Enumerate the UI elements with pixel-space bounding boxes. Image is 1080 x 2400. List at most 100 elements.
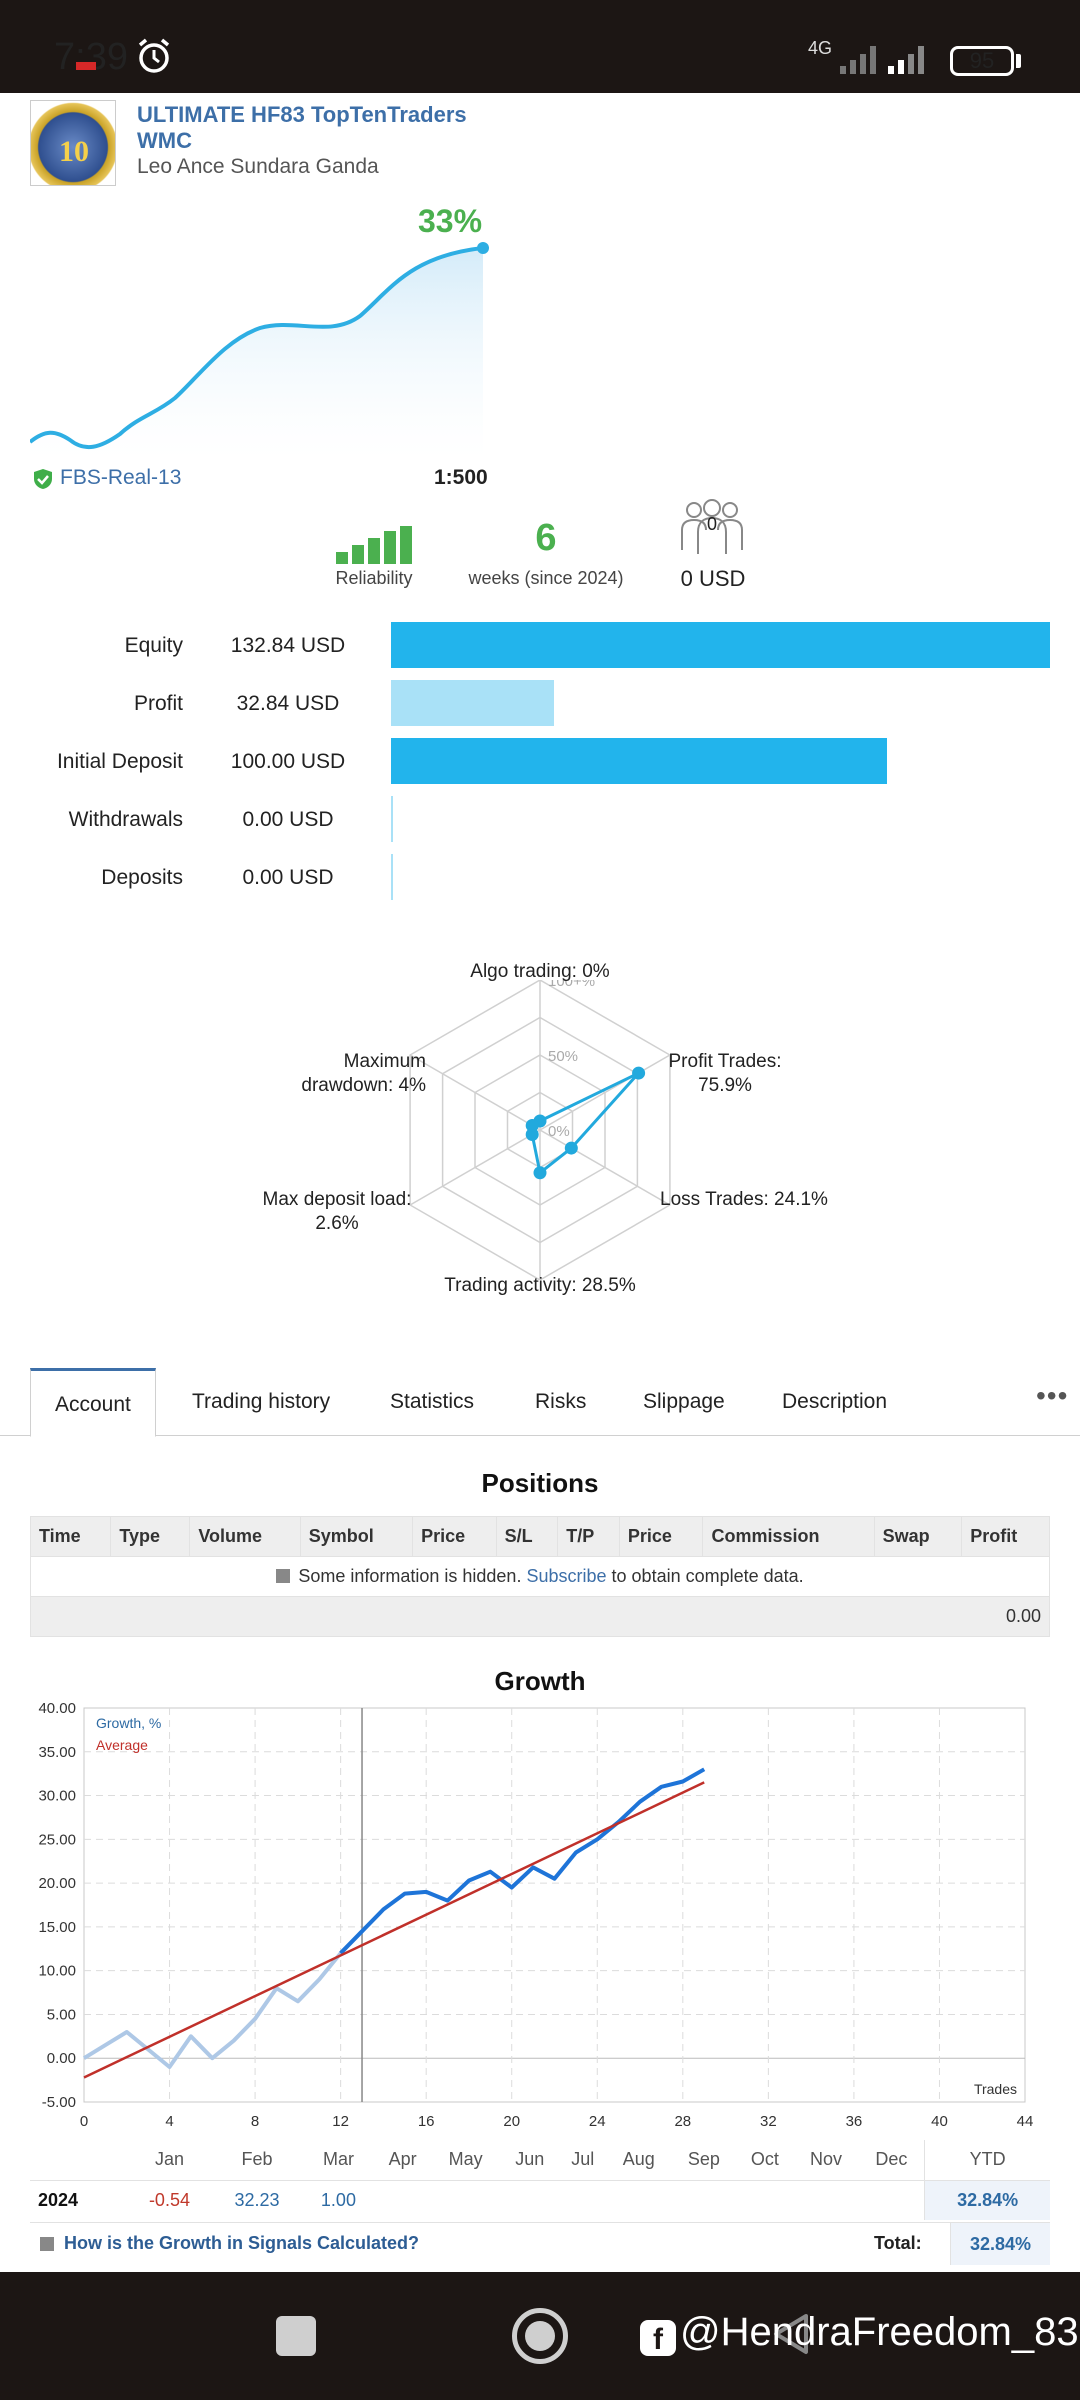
radar-label-activity: Trading activity: 28.5% — [444, 1275, 636, 1296]
col-price: Price — [412, 1516, 497, 1557]
more-tabs-icon[interactable]: ••• — [1036, 1380, 1069, 1411]
monthly-header-row: Jan Feb Mar Apr May Jun Jul Aug Sep Oct Nov Dec YTD — [30, 2140, 1050, 2181]
month-value — [374, 2180, 431, 2220]
col-volume: Volume — [189, 1516, 301, 1557]
average-series-line — [83, 1781, 705, 2079]
leverage: 1:500 — [434, 466, 488, 489]
tab-account[interactable]: Account — [30, 1368, 156, 1437]
balance-value: 100.00 USD — [230, 750, 346, 773]
x-axis-caption: Trades — [974, 2081, 1017, 2097]
balance-bar — [391, 738, 887, 784]
hidden-info-message: Some information is hidden. Subscribe to… — [30, 1556, 1050, 1597]
verified-shield-icon — [34, 469, 52, 489]
radar-label-loss-trades: Loss Trades: 24.1% — [660, 1189, 828, 1210]
radar-label-drawdown-title: Maximum — [343, 1051, 426, 1072]
tab-risks[interactable]: Risks — [535, 1390, 587, 1413]
month-header: Nov — [793, 2140, 859, 2181]
x-tick-label: 40 — [931, 2113, 948, 2130]
balance-label: Initial Deposit — [56, 750, 183, 773]
y-tick-label: 15.00 — [38, 1919, 76, 1936]
radar-value-point — [525, 1119, 539, 1132]
balance-row: Profit 32.84 USD — [0, 680, 1080, 728]
total-label: Total: — [874, 2233, 922, 2253]
positions-title: Positions — [481, 1468, 599, 1498]
growth-calc-link[interactable]: How is the Growth in Signals Calculated? — [64, 2233, 420, 2253]
tab-trading-history[interactable]: Trading history — [192, 1390, 331, 1413]
x-tick-label: 16 — [418, 2113, 435, 2130]
month-value — [606, 2180, 671, 2220]
signal-strength-icon — [840, 46, 876, 74]
month-value: 32.23 — [234, 2189, 280, 2210]
positions-header-row: Time Type Volume Symbol Price S/L T/P Pr… — [29, 1516, 1050, 1557]
balance-row: Equity 132.84 USD — [0, 622, 1080, 670]
growth-series-line — [339, 1767, 706, 1955]
balance-value: 132.84 USD — [230, 634, 346, 657]
reliability-bars-icon — [336, 526, 412, 564]
month-header: Jan — [127, 2140, 212, 2181]
col-sl: S/L — [495, 1516, 559, 1557]
y-tick-label: 0.00 — [47, 2050, 76, 2067]
signal-title[interactable]: ULTIMATE HF83 TopTenTraders WMC — [137, 102, 557, 154]
month-value — [431, 2180, 500, 2220]
balance-value: 0.00 USD — [242, 808, 334, 831]
signal-author[interactable]: Leo Ance Sundara Ganda — [137, 155, 379, 178]
watermark: f @HendraFreedom_83 — [640, 2310, 1079, 2356]
tab-slippage[interactable]: Slippage — [643, 1390, 725, 1413]
balance-row: Withdrawals 0.00 USD — [0, 796, 1080, 844]
month-header: Mar — [302, 2140, 375, 2181]
broker-server-link[interactable]: FBS-Real-13 — [60, 466, 182, 489]
month-header: Dec — [858, 2140, 925, 2181]
signal-logo: 10 — [30, 100, 116, 186]
growth-chart: -5.00 0.00 5.00 10.00 15.00 20.00 25.00 30.00 35… — [38, 1700, 1033, 2130]
signal-title-line1: ULTIMATE HF83 TopTenTraders — [137, 102, 467, 127]
back-button[interactable] — [770, 2312, 810, 2356]
radar-axis — [409, 1054, 541, 1131]
weeks-count: 6 — [535, 517, 557, 559]
status-time: 7:39 — [54, 36, 128, 78]
hidden-info-row: Some information is hidden. Subscribe to… — [30, 1556, 1050, 1597]
x-tick-label: 0 — [80, 2113, 88, 2130]
radar-label-deposit-load-title: Max deposit load: — [262, 1189, 412, 1210]
sparkline-end-point — [477, 242, 489, 254]
balance-row: Initial Deposit 100.00 USD — [0, 738, 1080, 786]
radar-label-profit-trades: Profit Trades: 75.9% — [650, 1050, 800, 1098]
radar-tick-label: 50% — [548, 1048, 578, 1065]
y-tick-label: 25.00 — [38, 1831, 76, 1848]
home-button[interactable] — [512, 2308, 568, 2364]
growth-title: Growth — [494, 1666, 586, 1696]
recents-button[interactable] — [276, 2316, 316, 2356]
subscription-price: 0 USD — [680, 566, 746, 591]
total-value: 32.84% — [950, 2223, 1050, 2265]
ytd-header: YTD — [924, 2140, 1050, 2181]
radar-label-profit-trades-title: Profit Trades: — [668, 1051, 782, 1072]
col-tp: T/P — [557, 1516, 620, 1557]
col-commission: Commission — [702, 1516, 875, 1557]
radar-value-point — [564, 1141, 578, 1155]
reliability-label: Reliability — [335, 568, 413, 588]
month-header: Oct — [736, 2140, 794, 2181]
subscribe-link[interactable]: Subscribe — [526, 1566, 607, 1586]
tab-statistics[interactable]: Statistics — [390, 1390, 475, 1413]
hidden-info-text-end: to obtain complete data. — [611, 1566, 804, 1586]
x-tick-label: 24 — [589, 2113, 606, 2130]
signal-title-line2: WMC — [137, 128, 192, 153]
month-header: Aug — [606, 2140, 672, 2181]
ytd-value: 32.84% — [924, 2180, 1050, 2220]
y-tick-label: 10.00 — [38, 1963, 76, 1980]
x-tick-label: 28 — [674, 2113, 691, 2130]
month-header: Apr — [374, 2140, 432, 2181]
y-tick-label: 30.00 — [38, 1788, 76, 1805]
month-value — [736, 2180, 793, 2220]
tab-description[interactable]: Description — [782, 1390, 888, 1413]
y-tick-label: 35.00 — [38, 1744, 76, 1761]
info-icon — [40, 2237, 54, 2251]
month-header: Jun — [500, 2140, 560, 2181]
col-profit: Profit — [961, 1516, 1050, 1557]
year-label: 2024 — [38, 2189, 79, 2210]
balance-bar — [391, 796, 393, 842]
monthly-growth-table: Jan Feb Mar Apr May Jun Jul Aug Sep Oct Nov Dec YTD … — [30, 2140, 1050, 2220]
radar-label-algo: Algo trading: 0% — [470, 961, 610, 982]
x-tick-label: 20 — [503, 2113, 520, 2130]
home-button-dot — [525, 2321, 555, 2351]
radar-tick-label: 0% — [548, 1123, 570, 1140]
